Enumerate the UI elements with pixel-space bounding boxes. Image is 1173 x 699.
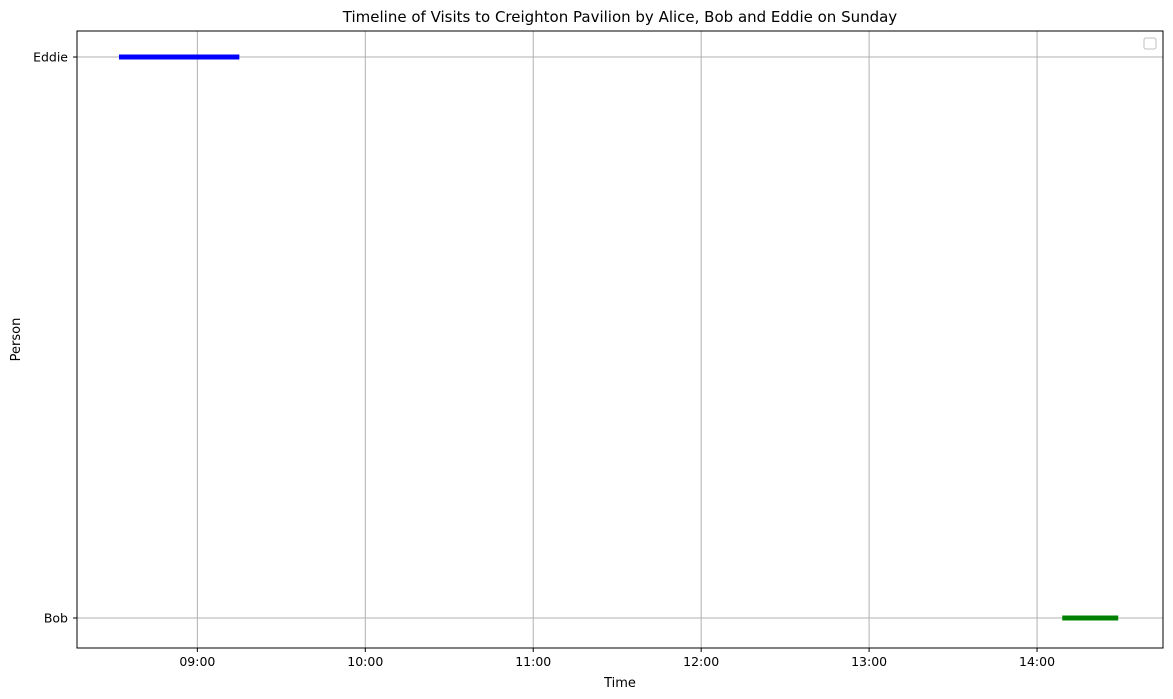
chart-title: Timeline of Visits to Creighton Pavilion… [342,8,898,26]
legend-box [1143,37,1157,50]
x-tick-label: 13:00 [851,654,887,669]
y-tick-label: Bob [44,611,68,626]
x-tick-label: 10:00 [347,654,383,669]
grid-layer [77,31,1163,648]
x-tick-label: 12:00 [683,654,719,669]
plot-area [76,30,1164,649]
x-tick-label: 14:00 [1019,654,1055,669]
x-axis-label: Time [603,676,636,691]
y-axis-label: Person [9,318,24,362]
y-tick-label: Eddie [33,50,68,65]
x-tick-label: 11:00 [515,654,551,669]
x-tick-label: 09:00 [179,654,215,669]
ticks-layer: 09:00 10:00 11:00 12:00 13:00 14:00 Bob Eddie [33,50,1055,670]
bars-layer [118,54,1119,621]
